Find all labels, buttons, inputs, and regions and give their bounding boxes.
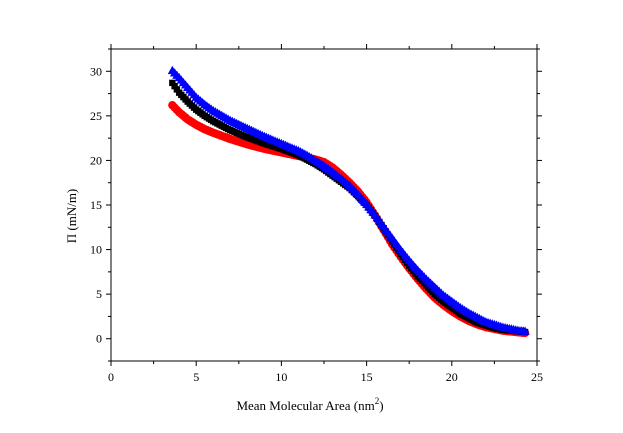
x-tick-label: 20 xyxy=(446,370,458,384)
x-axis-title-superscript: 2 xyxy=(375,396,380,406)
axis-tick-labels: 0 5 10 15 20 25 0 5 10 15 20 25 30 xyxy=(90,64,543,384)
x-axis-title-close: ) xyxy=(379,398,383,413)
data-point xyxy=(173,86,181,93)
x-tick-label: 10 xyxy=(275,370,287,384)
x-axis-title: Mean Molecular Area (nm2) xyxy=(236,396,383,413)
series-triangle xyxy=(167,65,530,335)
y-tick-label: 25 xyxy=(90,109,102,123)
y-tick-label: 0 xyxy=(96,332,102,346)
x-tick-label: 0 xyxy=(108,370,114,384)
data-point xyxy=(171,82,178,90)
x-tick-label: 15 xyxy=(361,370,373,384)
y-tick-label: 30 xyxy=(90,64,102,78)
y-tick-label: 20 xyxy=(90,153,102,167)
y-axis-title: Π (mN/m) xyxy=(64,189,79,244)
x-tick-label: 25 xyxy=(531,370,543,384)
data-point xyxy=(520,326,530,335)
y-tick-label: 15 xyxy=(90,198,102,212)
y-tick-label: 5 xyxy=(96,287,102,301)
data-point xyxy=(169,79,176,87)
y-tick-label: 10 xyxy=(90,243,102,257)
series-circle xyxy=(168,100,530,338)
x-tick-label: 5 xyxy=(193,370,199,384)
data-series xyxy=(167,65,530,338)
axis-ticks xyxy=(106,44,542,366)
x-axis-title-main: Mean Molecular Area (nm xyxy=(236,398,374,413)
